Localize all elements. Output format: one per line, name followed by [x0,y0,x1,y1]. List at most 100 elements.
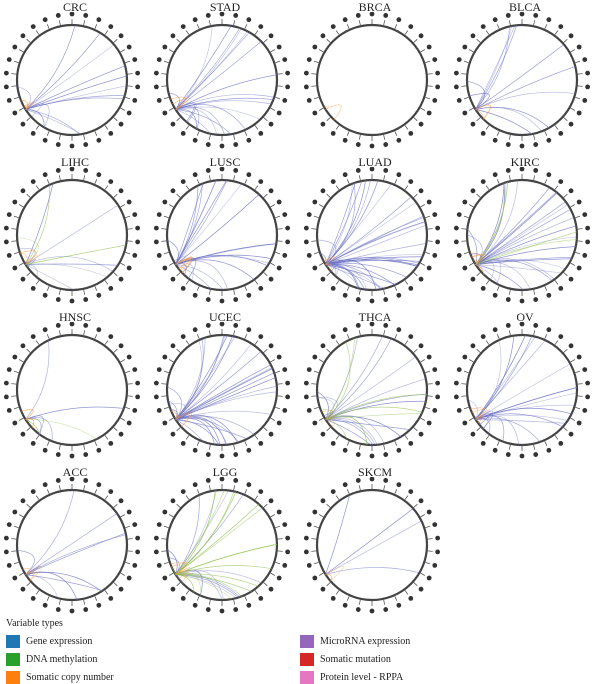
chromosome-label-marker [505,297,511,302]
chromosome-label-marker [83,168,89,173]
chromosome-label-marker [162,199,168,205]
association-arc [325,419,374,446]
association-arc [475,416,484,424]
circos-panel: HNSC [0,310,150,465]
chromosome-label-marker [505,452,511,457]
chromosome-label-marker [219,453,225,459]
chromosome-label-marker [118,121,124,127]
chromosome-tick [46,24,50,30]
chromosome-tick [104,495,109,500]
chromosome-label-marker [383,452,389,457]
chromosome-label-marker [156,212,162,218]
chromosome-label-marker [192,482,198,488]
association-arc [25,24,76,110]
association-arc [25,109,81,135]
chromosome-label-marker [135,394,141,400]
circos-panel: LGG [150,465,300,620]
association-arc [475,419,483,429]
association-arc [475,109,533,135]
association-arc [321,410,333,420]
chromosome-label-marker [435,549,441,555]
chromosome-label-marker [246,482,252,488]
chromosome-label-marker [355,168,361,173]
chromosome-label-marker [435,380,441,386]
association-arc [171,410,177,420]
chromosome-label-marker [192,602,198,608]
chromosome-tick [104,590,109,595]
chromosome-tick [577,240,583,242]
legend-label: MicroRNA expression [320,635,411,647]
chromosome-label-marker [132,562,138,568]
chromosome-label-marker [108,130,114,136]
chromosome-tick [244,285,248,291]
chromosome-label-marker [519,322,525,327]
chromosome-tick [277,73,283,75]
chromosome-tick [233,134,236,140]
association-arc [175,574,233,600]
chromosome-tick [311,383,317,385]
association-arc [19,250,37,265]
association-arc [475,264,485,275]
chromosome-label-marker [426,354,432,360]
chromosome-label-marker [6,97,12,103]
chromosome-tick [335,280,340,285]
association-arc [325,180,363,265]
association-arc [325,224,427,265]
chromosome-label-marker [153,84,159,90]
chromosome-label-marker [408,24,414,30]
chromosome-label-marker [246,137,252,143]
chromosome-label-marker [69,453,75,459]
chromosome-tick [476,38,481,43]
chromosome-label-marker [585,70,591,76]
circos-panel: LUAD [300,155,450,310]
chromosome-tick [508,289,511,295]
chromosome-label-marker [330,334,336,340]
chromosome-tick [161,73,167,75]
association-arc [475,107,542,132]
chromosome-label-marker [426,265,432,271]
chromosome-label-marker [108,24,114,30]
chromosome-tick [263,272,268,277]
association-arc [175,108,197,129]
association-arc [475,201,566,265]
chromosome-tick [318,204,324,208]
chromosome-label-marker [582,212,588,218]
chromosome-label-marker [55,478,61,483]
chromosome-label-marker [303,239,309,245]
association-arc [175,106,261,120]
chromosome-label-marker [285,239,291,245]
chromosome-label-marker [306,57,312,63]
chromosome-label-marker [246,327,252,333]
chromosome-label-marker [383,13,389,18]
chromosome-label-marker [219,12,225,17]
chromosome-label-marker [456,252,462,258]
chromosome-tick [404,185,409,190]
chromosome-tick [404,435,409,440]
chromosome-tick [254,495,259,500]
chromosome-tick [544,440,548,446]
chromosome-label-marker [219,143,225,149]
chromosome-tick [18,204,24,208]
chromosome-label-marker [69,143,75,149]
chromosome-tick [94,595,98,601]
circos-panel: UCEC [150,310,300,465]
chromosome-label-marker [408,334,414,340]
chromosome-label-marker [330,130,336,136]
chromosome-tick [313,525,319,529]
chromosome-label-marker [153,380,159,386]
chromosome-tick [83,599,86,605]
chromosome-tick [208,20,211,26]
chromosome-label-marker [246,172,252,178]
circos-plot [303,12,441,149]
association-arc [475,246,576,265]
association-arc [175,335,233,420]
chromosome-tick [404,125,409,130]
chromosome-tick [313,96,319,100]
chromosome-label-marker [369,477,375,482]
chromosome-tick [413,503,418,508]
chromosome-label-marker [369,453,375,459]
chromosome-tick [244,440,248,446]
chromosome-label-marker [303,225,309,231]
chromosome-label-marker [246,602,252,608]
chromosome-tick [46,489,50,495]
